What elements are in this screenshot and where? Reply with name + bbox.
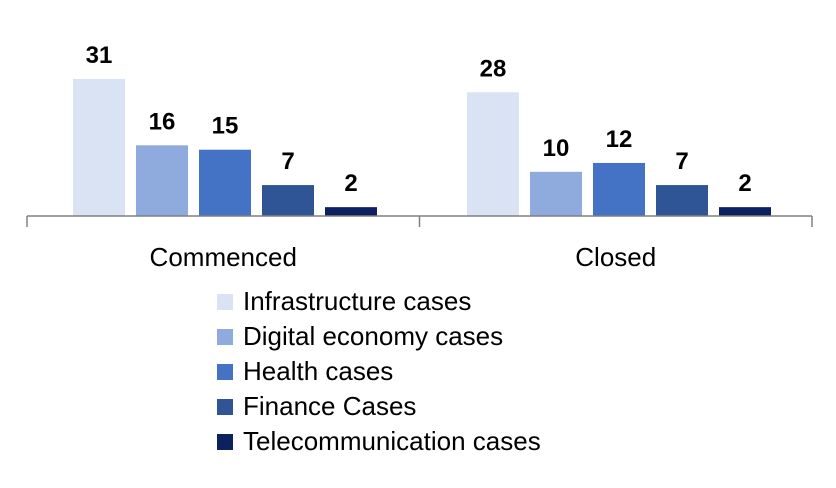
x-tick-label: Closed (575, 242, 656, 272)
legend-swatch (217, 328, 233, 345)
data-label: 2 (344, 170, 357, 197)
bar (593, 162, 645, 216)
data-label: 2 (738, 170, 751, 197)
legend-swatch (217, 433, 233, 450)
legend: Infrastructure cases Digital economy case… (217, 284, 541, 459)
legend-label: Telecommunication cases (243, 426, 541, 456)
legend-label: Infrastructure cases (243, 286, 472, 316)
data-label: 28 (480, 55, 507, 82)
data-label: 15 (212, 113, 239, 140)
data-label: 7 (281, 148, 294, 175)
data-label: 16 (149, 108, 176, 135)
bar (719, 207, 771, 216)
legend-label: Health cases (243, 356, 394, 386)
legend-item: Telecommunication cases (217, 424, 541, 459)
legend-swatch (217, 398, 233, 415)
legend-label: Digital economy cases (243, 321, 504, 351)
data-label: 10 (543, 135, 570, 162)
x-tick-label: Commenced (150, 242, 297, 272)
bar (325, 207, 377, 216)
legend-label: Finance Cases (243, 391, 417, 421)
legend-item: Infrastructure cases (217, 284, 541, 319)
bar (136, 145, 188, 216)
bar (199, 149, 251, 216)
bar (656, 185, 708, 216)
data-label: 12 (606, 126, 633, 153)
bar (530, 171, 582, 216)
legend-item: Finance Cases (217, 389, 541, 424)
bar (467, 92, 519, 216)
legend-item: Digital economy cases (217, 319, 541, 354)
legend-swatch (217, 293, 233, 310)
legend-swatch (217, 363, 233, 380)
data-label: 7 (675, 148, 688, 175)
bar (262, 185, 314, 216)
data-label: 31 (86, 42, 113, 69)
legend-item: Health cases (217, 354, 541, 389)
bar (73, 79, 125, 216)
